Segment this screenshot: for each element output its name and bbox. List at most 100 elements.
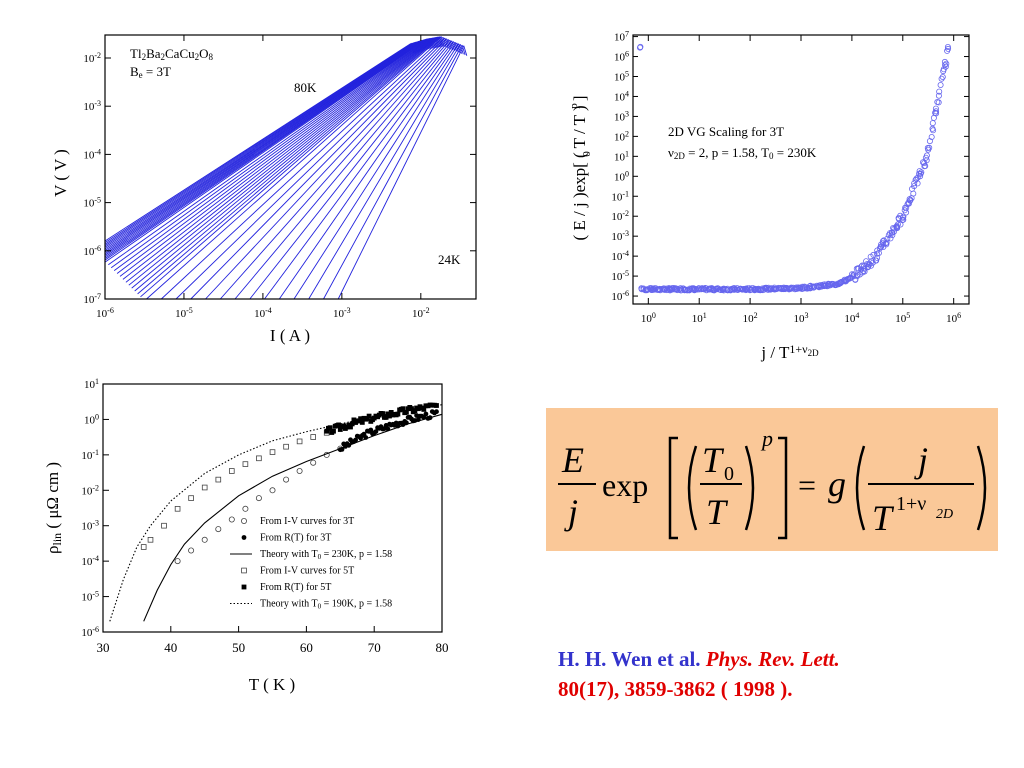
rho-point-iv-3t	[174, 558, 181, 565]
scaling-point	[771, 286, 778, 293]
scaling-point	[710, 286, 717, 293]
scaling-point	[692, 286, 699, 293]
scaling-point	[856, 271, 863, 278]
iv-curve	[104, 38, 427, 261]
scaling-point	[923, 157, 930, 164]
iv-plot-frame	[104, 34, 477, 300]
rho-point-rt-3t	[353, 437, 358, 443]
rho-point-rt-3t	[395, 423, 401, 429]
iv-curve	[175, 37, 446, 300]
scaling-point	[850, 271, 857, 278]
scaling-point	[788, 284, 795, 291]
scaling-point	[660, 286, 667, 293]
svg-text:0: 0	[724, 463, 734, 485]
scaling-point	[655, 286, 662, 293]
scaling-point	[860, 268, 867, 275]
scaling-y-tick-label: 10-3	[611, 230, 629, 244]
scaling-point	[722, 286, 729, 293]
scaling-point	[922, 154, 929, 161]
scaling-point	[858, 263, 865, 270]
rho-point-rt-3t	[341, 441, 347, 447]
rho-y-tick-label: 10-1	[81, 448, 99, 462]
rho-point-iv-5t	[147, 537, 154, 543]
scaling-point	[808, 283, 815, 290]
scaling-tick-marks	[633, 35, 969, 304]
scaling-point	[686, 287, 693, 294]
scaling-point	[644, 286, 651, 293]
rho-point-rt-5t	[371, 415, 377, 421]
scaling-point	[887, 230, 894, 237]
scaling-point	[650, 285, 657, 292]
scaling-point	[934, 99, 941, 106]
scaling-point	[640, 286, 647, 293]
scaling-point	[924, 144, 931, 151]
scaling-point	[751, 287, 758, 294]
scaling-point	[864, 264, 871, 271]
scaling-point	[690, 285, 697, 292]
scaling-point	[740, 285, 747, 292]
scaling-point	[818, 283, 825, 290]
scaling-point	[778, 285, 785, 292]
scaling-point	[909, 185, 916, 192]
scaling-point	[863, 258, 870, 265]
scaling-point	[801, 283, 808, 290]
iv-y-tick-label: 10-4	[83, 148, 101, 162]
scaling-point	[855, 265, 862, 272]
rho-point-rt-3t	[371, 430, 377, 436]
scaling-y-tick-label: 10-5	[611, 270, 629, 284]
legend-label: Theory with T0 = 230K, p = 1.58	[260, 549, 392, 561]
scaling-formula-box: E j exp T 0 T p = g j T 1+ν 2D	[546, 408, 998, 551]
rho-tick-labels: 30 40 50 60 70 80 101 100 10-1 10-2 10-3 10-4 10-5 10…	[81, 377, 448, 655]
scaling-point	[879, 238, 886, 245]
scaling-point	[865, 263, 872, 270]
scaling-point	[845, 275, 852, 282]
scaling-point	[873, 257, 880, 264]
scaling-point	[916, 168, 923, 175]
iv-curve	[104, 39, 424, 258]
scaling-point	[825, 282, 832, 289]
iv-curve-tail	[413, 42, 417, 53]
scaling-y-tick-label: 100	[614, 170, 629, 184]
scaling-point	[836, 280, 843, 287]
iv-curve-tail	[431, 37, 435, 49]
scaling-point	[655, 286, 662, 293]
rho-point-rt-3t	[344, 441, 350, 447]
scaling-point	[925, 146, 932, 153]
rho-point-rt-3t	[412, 418, 418, 423]
rho-point-rt-3t	[363, 435, 369, 440]
rho-point-rt-3t	[397, 420, 402, 426]
scaling-point	[855, 265, 862, 272]
scaling-point	[677, 285, 684, 292]
scaling-point	[944, 44, 951, 51]
iv-x-tick-label: 10-5	[175, 306, 193, 320]
rho-point-iv-5t	[323, 429, 330, 436]
rho-point-rt-5t	[359, 420, 365, 425]
scaling-point	[929, 125, 936, 132]
scaling-point	[941, 58, 948, 65]
iv-y-tick-label: 10-3	[83, 100, 101, 114]
iv-curve-tail	[438, 36, 443, 47]
scaling-point	[717, 286, 724, 293]
scaling-point	[767, 286, 774, 293]
scaling-point	[872, 257, 879, 264]
scaling-point	[719, 286, 726, 293]
scaling-point	[744, 285, 751, 292]
rho-point-rt-5t	[344, 424, 350, 430]
scaling-point	[917, 173, 924, 180]
scaling-point	[799, 285, 806, 292]
rho-point-rt-3t	[429, 409, 435, 414]
iv-y-tick-label: 10-2	[83, 51, 101, 65]
scaling-point	[763, 284, 770, 291]
iv-curve	[104, 41, 418, 250]
scaling-point	[692, 285, 699, 292]
scaling-point	[711, 287, 718, 294]
scaling-point	[889, 232, 896, 239]
scaling-point	[852, 276, 859, 283]
rho-point-rt-5t	[365, 416, 370, 421]
iv-x-tick-label: 10-6	[96, 306, 114, 320]
rho-point-rt-5t	[368, 419, 374, 424]
scaling-point	[777, 284, 784, 291]
scaling-x-tick-label: 104	[844, 311, 859, 325]
scaling-point	[902, 204, 909, 211]
scaling-point	[772, 286, 779, 293]
